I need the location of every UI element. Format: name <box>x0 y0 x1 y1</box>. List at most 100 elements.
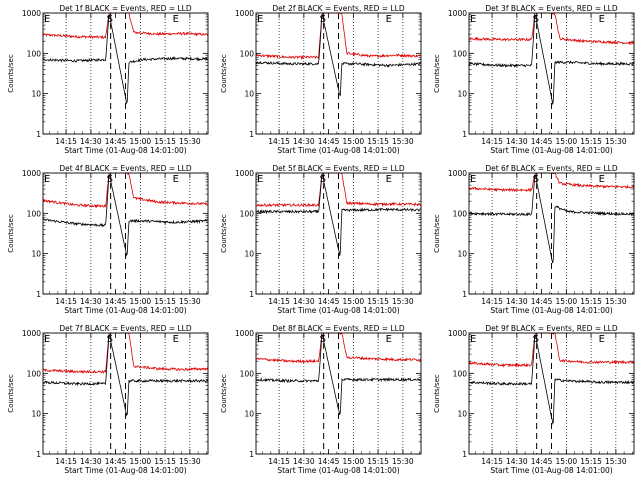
y-tick-label: 1000 <box>448 329 467 338</box>
y-tick-label: 10 <box>457 410 467 419</box>
events-line <box>43 14 208 105</box>
y-tick-label: 1000 <box>235 169 254 178</box>
y-tick-label: 1000 <box>22 329 41 338</box>
y-axis-label: Counts/sec <box>220 214 228 253</box>
marker-label-e: E <box>470 334 476 345</box>
x-tick-label: 15:15 <box>580 137 602 146</box>
y-tick-label: 10 <box>244 410 254 419</box>
x-tick-label: 14:45 <box>531 137 553 146</box>
x-tick-label: 15:30 <box>392 457 414 466</box>
plot-frame <box>255 12 422 135</box>
marker-label-e: E <box>173 14 179 25</box>
x-tick-label: 14:30 <box>293 297 315 306</box>
x-axis-label: Start Time (01-Aug-08 14:01:00) <box>277 466 399 475</box>
y-tick-label: 1 <box>462 290 467 299</box>
marker-label-e: E <box>257 14 263 25</box>
chart-panel-4: Det 4f BLACK = Events, RED = LLD 1 10 100 10… <box>7 164 209 315</box>
y-tick-label: 100 <box>240 209 255 218</box>
chart-title: Det 4f BLACK = Events, RED = LLD <box>59 164 192 173</box>
x-tick-label: 14:30 <box>506 457 528 466</box>
x-tick-label: 14:30 <box>80 297 102 306</box>
marker-label-e: E <box>599 334 605 345</box>
marker-label-s: S <box>533 174 539 185</box>
y-tick-label: 100 <box>453 209 468 218</box>
x-tick-label: 14:15 <box>55 297 77 306</box>
x-tick-label: 15:15 <box>154 457 176 466</box>
x-tick-label: 15:30 <box>179 297 201 306</box>
x-tick-label: 14:15 <box>55 457 77 466</box>
chart-panel-3: Det 3f BLACK = Events, RED = LLD 1 10 100 10… <box>433 4 635 155</box>
y-tick-label: 1000 <box>22 9 41 18</box>
y-axis-label: Counts/sec <box>433 374 441 413</box>
marker-label-e: E <box>44 174 50 185</box>
x-axis-label: Start Time (01-Aug-08 14:01:00) <box>64 306 186 315</box>
y-tick-label: 10 <box>244 250 254 259</box>
y-tick-label: 1 <box>249 450 254 459</box>
marker-label-s: S <box>320 174 326 185</box>
chart-title: Det 5f BLACK = Events, RED = LLD <box>272 164 405 173</box>
x-tick-label: 14:45 <box>531 297 553 306</box>
x-axis-label: Start Time (01-Aug-08 14:01:00) <box>64 146 186 155</box>
y-axis-label: Counts/sec <box>220 54 228 93</box>
y-tick-label: 10 <box>31 90 41 99</box>
x-tick-label: 15:30 <box>605 457 627 466</box>
marker-label-s: S <box>533 14 539 25</box>
x-tick-label: 14:45 <box>318 137 340 146</box>
lld-line <box>468 332 634 368</box>
y-tick-label: 100 <box>27 209 42 218</box>
x-tick-label: 15:00 <box>130 137 152 146</box>
y-tick-label: 1 <box>249 290 254 299</box>
x-tick-label: 15:15 <box>367 137 389 146</box>
y-axis-label: Counts/sec <box>7 54 15 93</box>
x-tick-label: 14:15 <box>268 297 290 306</box>
lld-line <box>255 12 421 60</box>
y-tick-label: 1 <box>36 450 41 459</box>
x-tick-label: 15:15 <box>154 137 176 146</box>
x-tick-label: 15:30 <box>605 297 627 306</box>
events-line <box>42 174 208 257</box>
x-axis-label: Start Time (01-Aug-08 14:01:00) <box>490 146 612 155</box>
marker-label-e: E <box>173 334 179 345</box>
marker-label-s: S <box>320 334 326 345</box>
y-tick-label: 1000 <box>235 9 254 18</box>
x-tick-label: 15:30 <box>605 137 627 146</box>
events-line <box>255 173 421 257</box>
x-tick-label: 15:30 <box>392 137 414 146</box>
marker-label-s: S <box>107 14 113 25</box>
x-tick-label: 15:00 <box>343 297 365 306</box>
x-tick-label: 14:30 <box>80 137 102 146</box>
x-tick-label: 14:30 <box>506 137 528 146</box>
y-tick-label: 1000 <box>235 329 254 338</box>
marker-label-s: S <box>320 14 326 25</box>
plot-frame <box>42 172 209 295</box>
chart-panel-5: Det 5f BLACK = Events, RED = LLD 1 10 100 10… <box>220 164 422 315</box>
y-tick-label: 100 <box>240 49 255 58</box>
events-line <box>468 174 634 264</box>
marker-label-s: S <box>533 334 539 345</box>
x-tick-label: 14:30 <box>506 297 528 306</box>
y-axis-label: Counts/sec <box>433 214 441 253</box>
x-axis-label: Start Time (01-Aug-08 14:01:00) <box>490 466 612 475</box>
x-tick-label: 15:00 <box>130 297 152 306</box>
chart-title: Det 2f BLACK = Events, RED = LLD <box>272 4 405 13</box>
chart-panel-2: Det 2f BLACK = Events, RED = LLD 1 10 100 10… <box>220 4 422 155</box>
lld-line <box>42 172 208 209</box>
y-tick-label: 1000 <box>448 9 467 18</box>
y-tick-label: 10 <box>31 410 41 419</box>
marker-label-s: S <box>107 334 113 345</box>
y-tick-label: 1 <box>36 130 41 139</box>
x-tick-label: 15:30 <box>179 137 201 146</box>
x-tick-label: 14:30 <box>293 137 315 146</box>
x-tick-label: 14:45 <box>105 137 127 146</box>
x-axis-label: Start Time (01-Aug-08 14:01:00) <box>277 306 399 315</box>
y-tick-label: 100 <box>240 369 255 378</box>
chart-title: Det 1f BLACK = Events, RED = LLD <box>59 4 192 13</box>
x-tick-label: 14:30 <box>293 457 315 466</box>
plot-frame <box>42 12 209 135</box>
marker-label-e: E <box>470 174 476 185</box>
x-tick-label: 15:30 <box>179 457 201 466</box>
x-tick-label: 14:45 <box>105 457 127 466</box>
y-tick-label: 10 <box>457 90 467 99</box>
plot-frame <box>468 12 635 135</box>
